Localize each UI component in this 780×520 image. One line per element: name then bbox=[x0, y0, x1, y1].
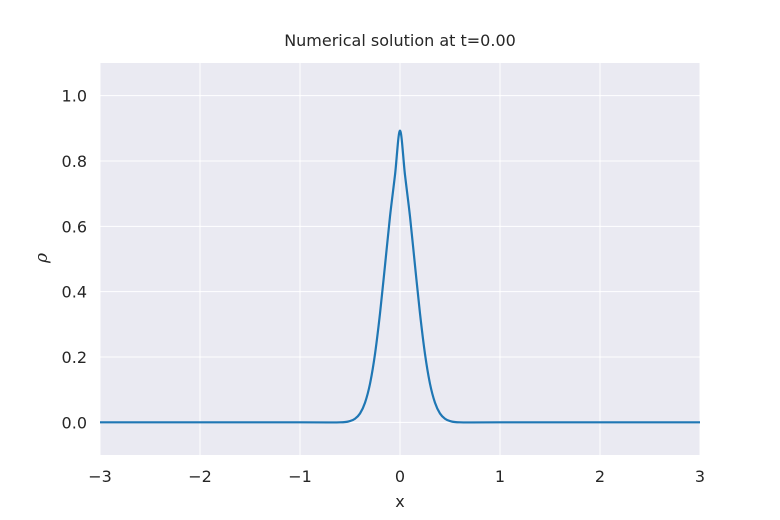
x-tick-label: 3 bbox=[695, 467, 705, 486]
y-axis-label: ρ bbox=[32, 253, 52, 264]
x-axis-label: x bbox=[395, 492, 404, 511]
x-tick-label: 0 bbox=[395, 467, 405, 486]
series-lines bbox=[99, 129, 700, 424]
y-tick-label: 0.2 bbox=[62, 348, 87, 367]
y-tick-label: 0.0 bbox=[62, 413, 87, 432]
y-tick-labels: 0.0 0.2 0.4 0.6 0.8 1.0 bbox=[62, 87, 87, 433]
series-line bbox=[99, 129, 700, 424]
x-tick-label: −2 bbox=[188, 467, 212, 486]
y-tick-label: 0.4 bbox=[62, 283, 87, 302]
x-tick-label: −1 bbox=[288, 467, 312, 486]
y-tick-label: 0.6 bbox=[62, 217, 87, 236]
x-tick-label: −3 bbox=[88, 467, 112, 486]
y-tick-label: 0.8 bbox=[62, 152, 87, 171]
chart-title: Numerical solution at t=0.00 bbox=[284, 31, 516, 50]
x-tick-label: 2 bbox=[595, 467, 605, 486]
y-tick-label: 1.0 bbox=[62, 87, 87, 106]
x-tick-label: 1 bbox=[495, 467, 505, 486]
x-tick-labels: −3 −2 −1 0 1 2 3 bbox=[88, 467, 705, 486]
